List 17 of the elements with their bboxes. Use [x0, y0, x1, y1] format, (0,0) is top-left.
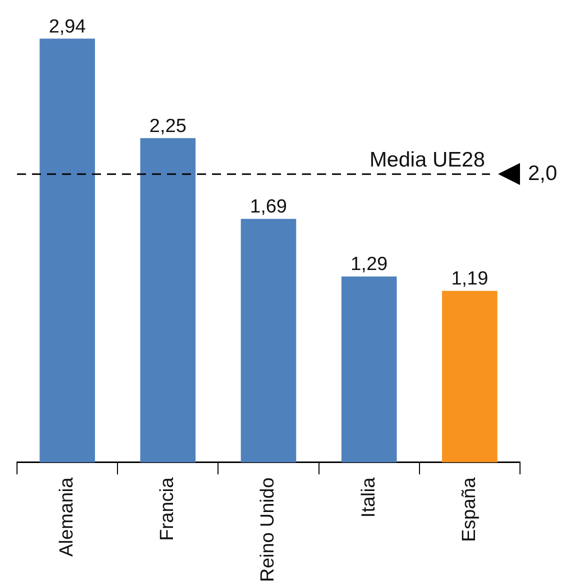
data-label: 1,19: [451, 268, 488, 290]
x-tick-label: Francia: [157, 477, 178, 541]
text: 2,0: [528, 162, 558, 185]
data-label: 2,94: [48, 16, 86, 38]
x-tick-label: Alemania: [56, 477, 78, 557]
bar: [40, 38, 95, 462]
x-tick-label: Reino Unido: [258, 477, 279, 582]
x-tick-label: Italia: [358, 477, 380, 518]
data-label: 2,25: [149, 116, 186, 137]
bar: [341, 276, 397, 462]
x-tick-label: España: [458, 477, 480, 542]
data-label: 1,69: [250, 196, 287, 218]
ref-line-label: Media UE28: [369, 148, 485, 172]
bar: [240, 218, 296, 462]
bar: [442, 290, 498, 462]
data-label: 1,29: [350, 254, 388, 276]
bar: [140, 138, 196, 462]
